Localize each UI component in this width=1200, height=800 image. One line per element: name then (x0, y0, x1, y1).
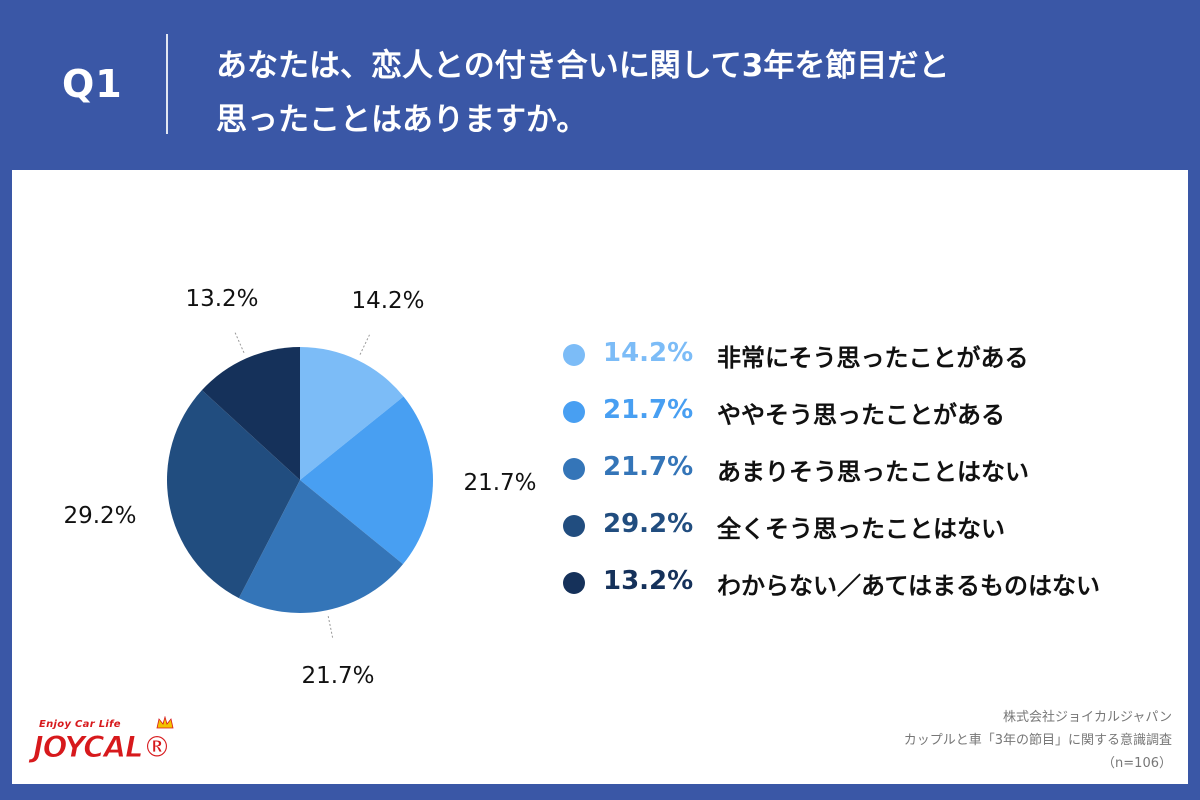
pie-slice (300, 396, 434, 565)
legend-value: 14.2% (603, 338, 694, 368)
source-survey: カップルと車「3年の節目」に関する意識調査 (903, 733, 1172, 748)
slice-value-label: 21.7% (301, 663, 374, 689)
source-company: 株式会社ジョイカルジャパン (1002, 710, 1172, 725)
pie-slice (167, 390, 300, 599)
legend-swatch (563, 344, 585, 366)
joycal-logo: Enjoy Car Life JOYCAL® (33, 716, 193, 776)
logo-tagline: Enjoy Car Life (39, 719, 121, 730)
pie-slices (167, 347, 434, 613)
legend-swatch (563, 572, 585, 594)
legend-label: あまりそう思ったことはない (717, 458, 1029, 486)
legend-item: 13.2% わからない／あてはまるものはない (563, 566, 1183, 623)
pie-slice (300, 347, 404, 480)
legend-swatch (563, 401, 585, 423)
pie-value-labels: 14.2% 21.7% 21.7% 29.2% 13.2% (63, 286, 536, 689)
legend-item: 14.2% 非常にそう思ったことがある (563, 338, 1183, 395)
legend-label: 全くそう思ったことはない (717, 515, 1005, 543)
header-divider (166, 34, 168, 134)
question-number: Q1 (62, 62, 123, 106)
pie-slice (238, 480, 404, 613)
logo-wordmark: JOYCAL® (33, 730, 173, 765)
source-sample-size: （n=106） (1102, 756, 1172, 771)
source-note: 株式会社ジョイカルジャパン カップルと車「3年の節目」に関する意識調査 （n=1… (904, 706, 1172, 775)
legend-label: ややそう思ったことがある (717, 401, 1005, 429)
pie-slice (201, 347, 300, 480)
legend-value: 13.2% (603, 566, 694, 596)
question-text-line2: 思ったことはありますか。 (216, 102, 588, 138)
legend-swatch (563, 515, 585, 537)
slice-value-label: 21.7% (463, 470, 536, 496)
legend-item: 21.7% あまりそう思ったことはない (563, 452, 1183, 509)
legend-label: 非常にそう思ったことがある (717, 344, 1029, 372)
slice-value-label: 14.2% (351, 288, 424, 314)
legend-value: 21.7% (603, 395, 694, 425)
chart-legend: 14.2% 非常にそう思ったことがある 21.7% ややそう思ったことがある 2… (563, 338, 1183, 623)
slice-value-label: 13.2% (185, 286, 258, 312)
crown-icon (156, 716, 174, 729)
legend-value: 21.7% (603, 452, 694, 482)
legend-item: 29.2% 全くそう思ったことはない (563, 509, 1183, 566)
question-header: Q1 あなたは、恋人との付き合いに関して3年を節目だと 思ったことはありますか。 (0, 0, 1200, 170)
legend-label: わからない／あてはまるものはない (717, 572, 1101, 600)
slice-value-label: 29.2% (63, 503, 136, 529)
question-text-line1: あなたは、恋人との付き合いに関して3年を節目だと (216, 48, 950, 84)
legend-item: 21.7% ややそう思ったことがある (563, 395, 1183, 452)
legend-value: 29.2% (603, 509, 694, 539)
legend-swatch (563, 458, 585, 480)
